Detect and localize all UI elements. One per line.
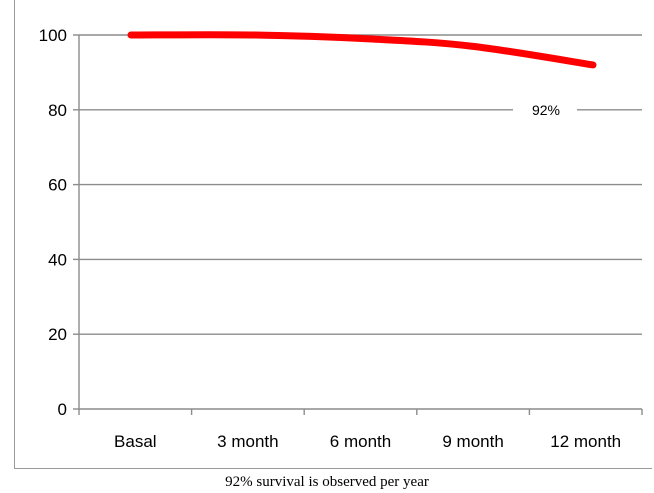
chart-frame [14,0,652,469]
line-chart: 0 20 40 60 80 100 Basal 3 month 6 month 9 month 12… [39,26,643,451]
y-tick-label: 40 [48,250,67,269]
x-tick-label: 12 month [550,432,621,451]
annotation-background [513,97,577,122]
y-tick-label: 80 [48,101,67,120]
x-tick-label: 3 month [217,432,278,451]
y-tick-label: 100 [39,26,67,45]
y-tick-label: 0 [58,400,67,419]
x-tick-label: 9 month [442,432,503,451]
x-tick-label: Basal [114,432,157,451]
y-tick-label: 60 [48,176,67,195]
annotation-label: 92% [532,102,560,118]
figure-caption: 92% survival is observed per year [225,474,429,490]
y-tick-label: 20 [48,325,67,344]
series-line-0 [127,31,597,69]
x-tick-label: 6 month [330,432,391,451]
